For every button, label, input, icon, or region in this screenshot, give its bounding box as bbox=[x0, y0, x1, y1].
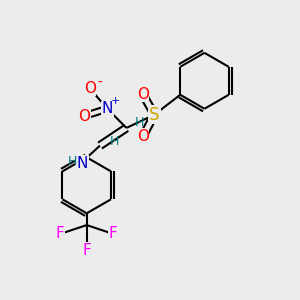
Text: O: O bbox=[136, 129, 148, 144]
Text: H: H bbox=[68, 155, 77, 168]
Text: F: F bbox=[56, 226, 64, 242]
Text: O: O bbox=[136, 87, 148, 102]
Text: -: - bbox=[97, 76, 102, 90]
Text: O: O bbox=[84, 81, 96, 96]
Text: H: H bbox=[110, 135, 119, 148]
Text: H: H bbox=[135, 116, 144, 129]
Text: +: + bbox=[111, 95, 120, 106]
Text: O: O bbox=[78, 109, 90, 124]
Text: N: N bbox=[102, 101, 113, 116]
Text: F: F bbox=[109, 226, 118, 242]
Text: S: S bbox=[149, 106, 160, 124]
Text: N: N bbox=[76, 156, 88, 171]
Text: F: F bbox=[82, 243, 91, 258]
